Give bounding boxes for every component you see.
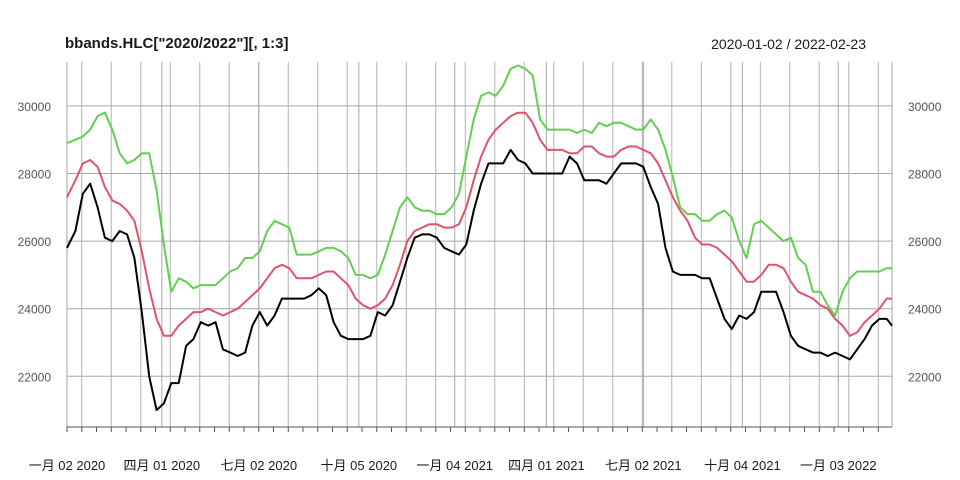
y-tick-label-right: 26000: [908, 235, 942, 249]
series-layer: [66, 64, 893, 412]
y-tick-label-left: 30000: [18, 100, 52, 114]
y-tick-label-left: 28000: [18, 168, 52, 182]
y-tick-label-right: 30000: [908, 100, 942, 114]
y-tick-label-right: 28000: [908, 168, 942, 182]
x-tick-label: 七月 02 2021: [605, 458, 682, 473]
x-tick-label: 一月 03 2022: [800, 458, 877, 473]
axis-layer: 22000 22000 24000 24000 26000 26000 28000 28000…: [18, 100, 942, 473]
x-tick-label: 四月 01 2020: [124, 458, 201, 473]
date-range-label: 2020-01-02 / 2022-02-23: [711, 36, 866, 52]
series-line-2: [66, 111, 892, 337]
x-tick-label: 四月 01 2021: [508, 458, 585, 473]
y-tick-label-right: 24000: [908, 303, 942, 317]
y-tick-label-left: 22000: [18, 370, 52, 384]
grid-layer: [66, 62, 893, 427]
x-tick-label: 一月 02 2020: [29, 458, 106, 473]
x-tick-label: 十月 04 2021: [704, 458, 781, 473]
x-tick-label: 七月 02 2020: [220, 458, 297, 473]
y-tick-label-left: 24000: [18, 303, 52, 317]
y-tick-label-right: 22000: [908, 370, 942, 384]
y-tick-label-left: 26000: [18, 235, 52, 249]
x-tick-label: 一月 04 2021: [416, 458, 493, 473]
chart-title: bbands.HLC["2020/2022"][, 1:3]: [65, 35, 289, 52]
series-line-3: [66, 64, 892, 317]
series-line-1: [66, 148, 893, 412]
x-tick-label: 十月 05 2020: [321, 458, 398, 473]
